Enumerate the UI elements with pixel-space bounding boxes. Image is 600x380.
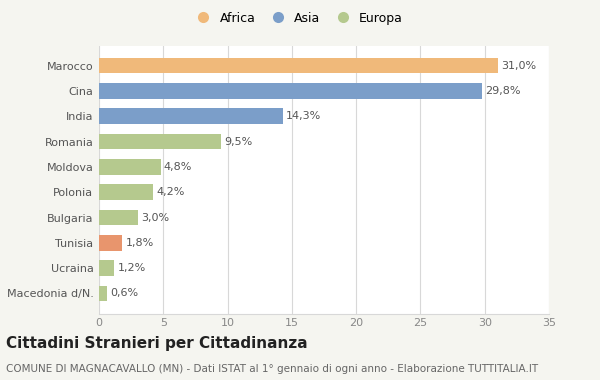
Bar [99, 210, 137, 225]
Bar [99, 260, 115, 276]
Bar [99, 184, 153, 200]
Bar [99, 159, 161, 175]
Text: 0,6%: 0,6% [110, 288, 138, 298]
Bar [99, 134, 221, 149]
Text: 3,0%: 3,0% [141, 212, 169, 223]
Text: 1,2%: 1,2% [118, 263, 146, 273]
Legend: Africa, Asia, Europa: Africa, Asia, Europa [191, 12, 403, 25]
Bar [99, 286, 107, 301]
Bar [99, 235, 122, 251]
Text: 4,2%: 4,2% [156, 187, 185, 197]
Text: 1,8%: 1,8% [125, 238, 154, 248]
Text: 4,8%: 4,8% [164, 162, 193, 172]
Bar [99, 58, 497, 73]
Text: Cittadini Stranieri per Cittadinanza: Cittadini Stranieri per Cittadinanza [6, 336, 308, 351]
Text: 29,8%: 29,8% [485, 86, 521, 96]
Bar [99, 83, 482, 99]
Text: 9,5%: 9,5% [224, 136, 253, 147]
Text: COMUNE DI MAGNACAVALLO (MN) - Dati ISTAT al 1° gennaio di ogni anno - Elaborazio: COMUNE DI MAGNACAVALLO (MN) - Dati ISTAT… [6, 364, 538, 374]
Text: 14,3%: 14,3% [286, 111, 322, 121]
Text: 31,0%: 31,0% [501, 61, 536, 71]
Bar [99, 108, 283, 124]
